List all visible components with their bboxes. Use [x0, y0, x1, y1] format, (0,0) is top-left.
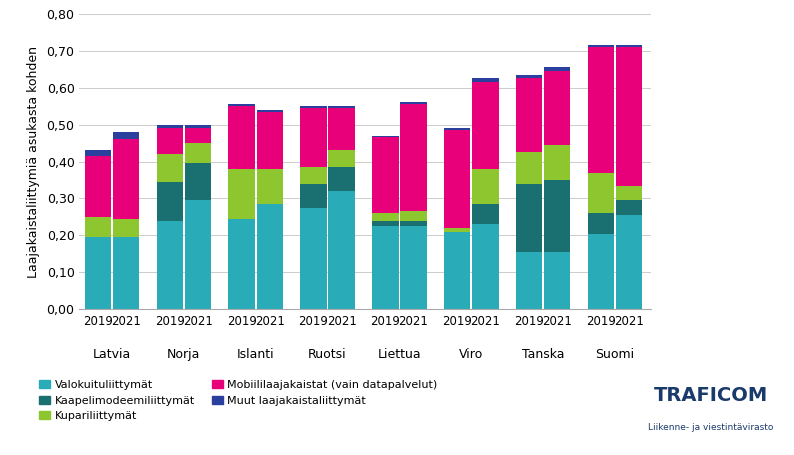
Bar	[544, 71, 570, 145]
Bar	[516, 75, 542, 78]
Bar	[616, 47, 642, 186]
Bar	[372, 226, 399, 309]
Bar	[300, 184, 326, 208]
Bar	[444, 128, 471, 130]
Text: Viro: Viro	[459, 348, 484, 361]
Bar	[544, 180, 570, 252]
Bar	[156, 128, 183, 154]
Bar	[85, 217, 111, 238]
Bar	[472, 204, 499, 224]
Bar	[400, 212, 426, 221]
Bar	[516, 78, 542, 152]
Bar	[185, 163, 211, 200]
Bar	[616, 200, 642, 215]
Bar	[300, 208, 326, 309]
Bar	[544, 67, 570, 71]
Bar	[616, 45, 642, 47]
Bar	[229, 219, 255, 309]
Text: TRAFICOM: TRAFICOM	[653, 386, 768, 405]
Bar	[544, 145, 570, 180]
Bar	[113, 219, 139, 238]
Bar	[329, 106, 355, 108]
Bar	[588, 47, 615, 172]
Bar	[444, 232, 471, 309]
Bar	[516, 252, 542, 309]
Bar	[229, 169, 255, 219]
Bar	[185, 200, 211, 309]
Bar	[372, 137, 399, 213]
Bar	[185, 125, 211, 128]
Bar	[616, 186, 642, 200]
Bar	[113, 139, 139, 219]
Bar	[85, 156, 111, 217]
Bar	[516, 152, 542, 184]
Text: Tanska: Tanska	[522, 348, 565, 361]
Text: Liikenne- ja viestintävirasto: Liikenne- ja viestintävirasto	[648, 423, 773, 432]
Bar	[256, 111, 283, 169]
Bar	[329, 191, 355, 309]
Bar	[372, 213, 399, 221]
Bar	[400, 102, 426, 104]
Bar	[156, 154, 183, 182]
Bar	[229, 104, 255, 106]
Bar	[113, 238, 139, 309]
Y-axis label: Laajakaistaliittymiä asukasta kohden: Laajakaistaliittymiä asukasta kohden	[26, 46, 40, 278]
Bar	[185, 143, 211, 163]
Bar	[544, 252, 570, 309]
Bar	[256, 204, 283, 309]
Bar	[516, 184, 542, 252]
Bar	[616, 215, 642, 309]
Bar	[329, 167, 355, 191]
Bar	[85, 151, 111, 156]
Bar	[256, 110, 283, 111]
Bar	[156, 125, 183, 128]
Bar	[472, 224, 499, 309]
Bar	[472, 82, 499, 169]
Bar	[588, 45, 615, 47]
Bar	[400, 104, 426, 212]
Bar	[400, 221, 426, 226]
Text: Ruotsi: Ruotsi	[308, 348, 347, 361]
Bar	[300, 106, 326, 108]
Bar	[85, 238, 111, 309]
Text: Islanti: Islanti	[237, 348, 275, 361]
Bar	[372, 221, 399, 226]
Bar	[444, 130, 471, 228]
Bar	[588, 213, 615, 233]
Bar	[329, 151, 355, 167]
Bar	[400, 226, 426, 309]
Bar	[300, 108, 326, 167]
Legend: Valokuituliittymät, Kaapelimodeemiliittymät, Kupariliittymät, Mobiililaajakaista: Valokuituliittymät, Kaapelimodeemiliitty…	[39, 380, 437, 421]
Bar	[300, 167, 326, 184]
Bar	[472, 169, 499, 204]
Bar	[372, 136, 399, 137]
Bar	[156, 182, 183, 221]
Bar	[156, 221, 183, 309]
Bar	[472, 78, 499, 82]
Bar	[444, 228, 471, 232]
Text: Suomi: Suomi	[596, 348, 634, 361]
Bar	[113, 132, 139, 139]
Text: Latvia: Latvia	[93, 348, 131, 361]
Bar	[588, 233, 615, 309]
Text: Liettua: Liettua	[378, 348, 422, 361]
Bar	[588, 172, 615, 213]
Text: Norja: Norja	[167, 348, 200, 361]
Bar	[329, 108, 355, 151]
Bar	[256, 169, 283, 204]
Bar	[229, 106, 255, 169]
Bar	[185, 128, 211, 143]
